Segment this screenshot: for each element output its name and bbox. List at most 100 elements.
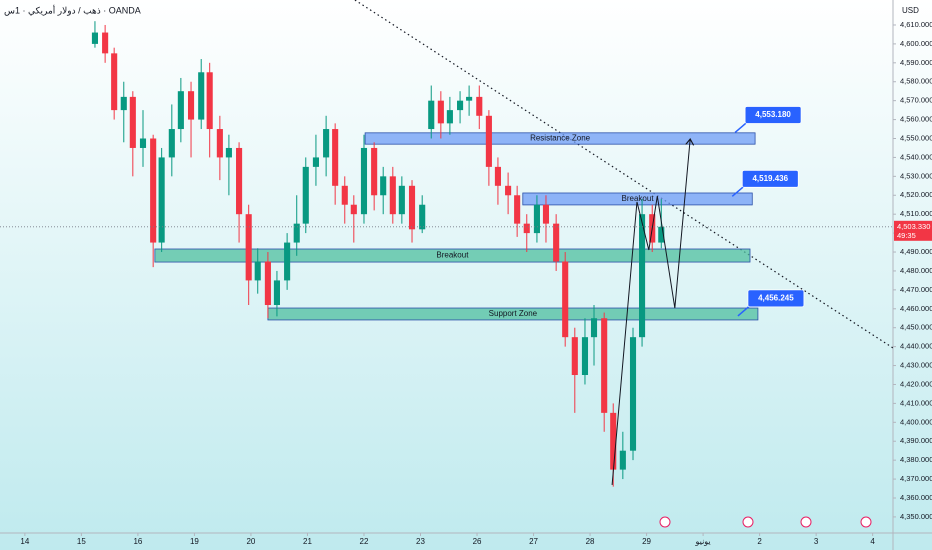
chart-title: ذهب / دولار أمريكي · 1س · OANDA bbox=[4, 3, 141, 16]
candle-body bbox=[158, 157, 165, 243]
candle-body bbox=[273, 280, 280, 306]
candle-body bbox=[360, 147, 368, 215]
candle-body bbox=[111, 53, 118, 111]
candle-body bbox=[533, 204, 540, 234]
x-tick-label: 27 bbox=[529, 537, 538, 546]
y-tick-label: 4,410.000 bbox=[900, 398, 932, 407]
projection-path bbox=[611, 140, 690, 485]
x-tick-label: 19 bbox=[190, 537, 199, 546]
candle-body bbox=[341, 185, 348, 205]
y-tick-label: 4,370.000 bbox=[900, 474, 932, 483]
x-tick-label: 3 bbox=[814, 537, 819, 546]
candle-body bbox=[350, 204, 357, 215]
candle-body bbox=[302, 166, 309, 224]
event-icon bbox=[742, 516, 754, 528]
candle-body bbox=[571, 337, 578, 376]
candle-body bbox=[428, 100, 435, 130]
candle-body bbox=[629, 337, 637, 451]
candle-body bbox=[177, 91, 184, 130]
candle-body bbox=[284, 242, 291, 281]
candle-body bbox=[523, 223, 530, 234]
y-tick-label: 4,610.000 bbox=[900, 20, 932, 29]
candle-body bbox=[505, 185, 512, 196]
y-tick-label: 4,520.000 bbox=[900, 190, 932, 199]
candle-body bbox=[120, 96, 127, 111]
y-tick-label: 4,350.000 bbox=[900, 512, 932, 521]
candle-body bbox=[264, 261, 271, 306]
price-tag bbox=[747, 289, 805, 308]
candle-body bbox=[293, 223, 300, 243]
price-tag-label: 4,456.245 bbox=[758, 294, 794, 303]
event-icon bbox=[659, 516, 671, 528]
zone bbox=[364, 132, 756, 145]
candle-body bbox=[658, 226, 665, 243]
y-tick-label: 4,570.000 bbox=[900, 96, 932, 105]
y-tick-label: 4,420.000 bbox=[900, 379, 932, 388]
candle-body bbox=[254, 261, 261, 281]
zone-label: Breakout bbox=[622, 194, 655, 203]
candle-body bbox=[236, 147, 243, 215]
y-tick-label: 4,580.000 bbox=[900, 77, 932, 86]
x-tick-label: 29 bbox=[642, 537, 651, 546]
candle-body bbox=[553, 223, 560, 262]
zone-label: Breakout bbox=[436, 251, 469, 260]
candle-body bbox=[419, 204, 426, 230]
candle-body bbox=[245, 214, 252, 281]
y-tick-label: 4,360.000 bbox=[900, 493, 932, 502]
zone-label: Support Zone bbox=[489, 309, 538, 318]
candle-body bbox=[601, 318, 608, 413]
candle-body bbox=[102, 32, 109, 54]
y-tick-label: 4,470.000 bbox=[900, 285, 932, 294]
candle-body bbox=[485, 115, 492, 167]
candle-body bbox=[476, 96, 483, 116]
y-tick-label: 4,400.000 bbox=[900, 417, 932, 426]
candle-body bbox=[371, 147, 378, 196]
candle-body bbox=[581, 337, 589, 376]
candle-body bbox=[380, 176, 387, 196]
candle-body bbox=[323, 129, 330, 158]
y-tick-label: 4,490.000 bbox=[900, 247, 932, 256]
candle-body bbox=[398, 185, 405, 215]
event-icon bbox=[800, 516, 812, 528]
candle-body bbox=[187, 91, 195, 120]
y-tick-label: 4,460.000 bbox=[900, 304, 932, 313]
y-tick-label: 4,560.000 bbox=[900, 115, 932, 124]
candle-body bbox=[332, 129, 339, 186]
y-tick-label: 4,600.000 bbox=[900, 39, 932, 48]
x-tick-label: 28 bbox=[586, 537, 595, 546]
last-price-box bbox=[894, 220, 932, 241]
y-tick-label: 4,390.000 bbox=[900, 436, 932, 445]
candle-body bbox=[198, 72, 205, 120]
candle-body bbox=[639, 214, 646, 338]
x-tick-label: 23 bbox=[416, 537, 425, 546]
candle-body bbox=[225, 147, 232, 158]
currency: USD bbox=[902, 6, 919, 15]
candle-body bbox=[129, 96, 136, 148]
y-tick-label: 4,530.000 bbox=[900, 171, 932, 180]
zone-label: Resistance Zone bbox=[530, 134, 591, 143]
x-tick-label: 20 bbox=[246, 537, 255, 546]
candle-body bbox=[150, 138, 157, 243]
candle-body bbox=[437, 100, 444, 124]
price-tag bbox=[741, 169, 799, 188]
candle-body bbox=[466, 96, 473, 101]
candle-body bbox=[457, 100, 464, 111]
candle-body bbox=[446, 110, 453, 124]
price-tag-label: 4,553.180 bbox=[755, 110, 791, 119]
candle-body bbox=[139, 138, 147, 148]
y-tick-label: 4,550.000 bbox=[900, 133, 932, 142]
candle-body bbox=[619, 450, 626, 470]
candle-body bbox=[91, 32, 99, 44]
candle-body bbox=[610, 412, 617, 470]
event-icon bbox=[860, 516, 872, 528]
y-tick-label: 4,440.000 bbox=[900, 342, 932, 351]
x-tick-label: 22 bbox=[360, 537, 369, 546]
x-tick-label: 15 bbox=[77, 537, 86, 546]
x-tick-label: 2 bbox=[757, 537, 762, 546]
candle-body bbox=[514, 195, 521, 224]
last-price-label: 4,503.330 bbox=[897, 222, 930, 231]
candle-body bbox=[216, 129, 223, 158]
candle-body bbox=[168, 129, 175, 158]
